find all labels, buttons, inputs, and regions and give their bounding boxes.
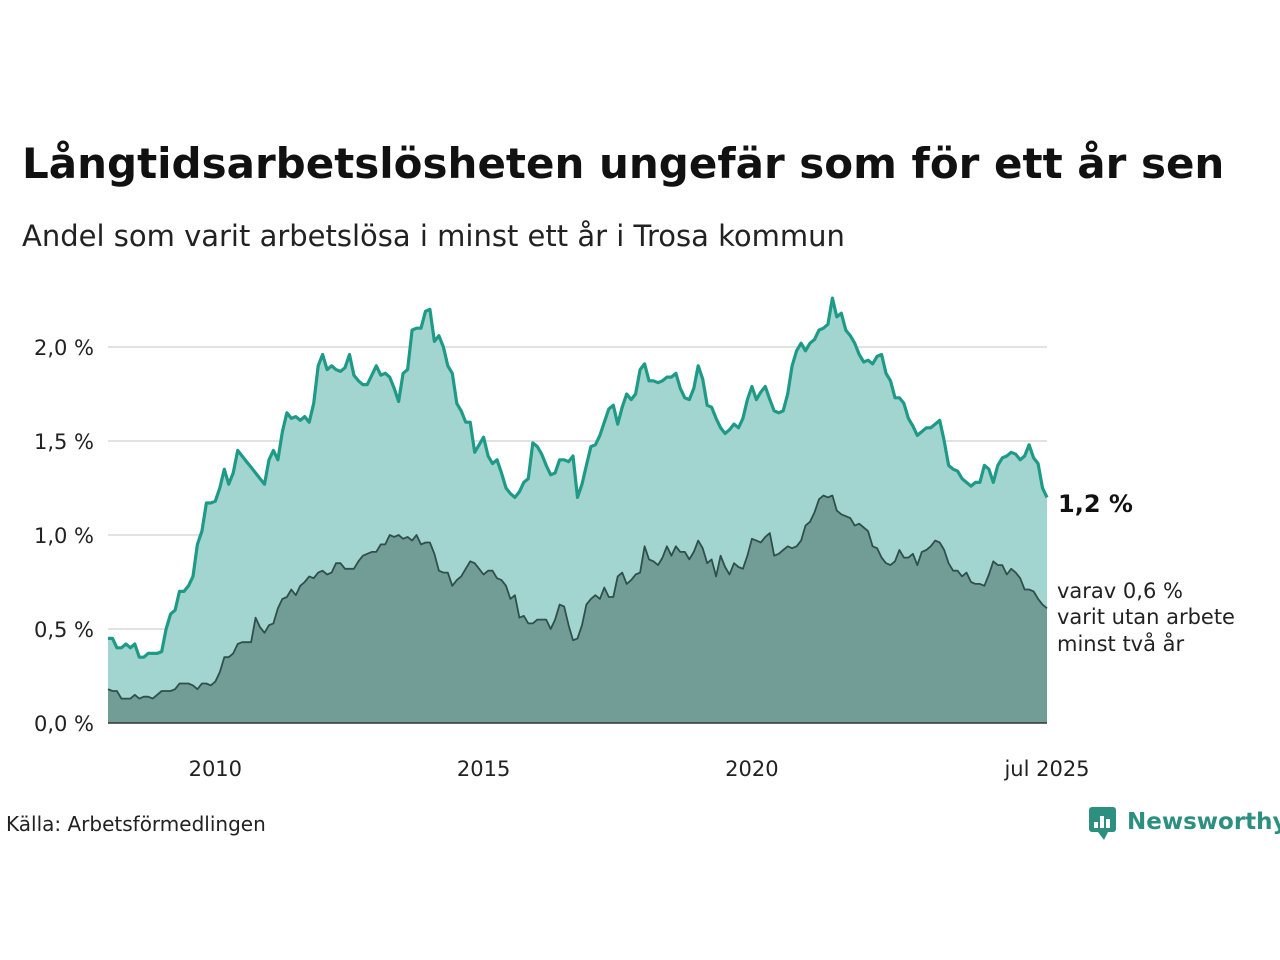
x-tick-label: 2010: [189, 757, 242, 781]
end-label-sub-line-3: minst två år: [1057, 631, 1185, 656]
x-tick-label: 2020: [725, 757, 778, 781]
chart-subtitle: Andel som varit arbetslösa i minst ett å…: [22, 219, 845, 253]
newsworthy-logo[interactable]: Newsworthy: [1089, 807, 1280, 840]
y-axis: 0,0 % 0,5 % 1,0 % 1,5 % 2,0 %: [34, 336, 94, 736]
plot-area: [107, 296, 1049, 724]
chart-title: Långtidsarbetslösheten ungefär som för e…: [22, 139, 1224, 188]
line-total: [108, 296, 1049, 659]
area-sub: [108, 495, 1047, 723]
y-tick-label: 2,0 %: [34, 336, 94, 360]
end-label-sub-line-2: varit utan arbete: [1057, 605, 1235, 629]
x-tick-label: 2015: [457, 757, 510, 781]
y-tick-label: 0,0 %: [34, 712, 94, 736]
x-tick-label: jul 2025: [1003, 757, 1089, 781]
end-label-sub-line-1: varav 0,6 %: [1057, 579, 1183, 603]
end-label-total: 1,2 %: [1058, 490, 1133, 518]
y-tick-label: 0,5 %: [34, 618, 94, 642]
newsworthy-icon: [1089, 807, 1116, 840]
y-tick-label: 1,0 %: [34, 524, 94, 548]
y-tick-label: 1,5 %: [34, 430, 94, 454]
brand-name: Newsworthy: [1127, 809, 1280, 835]
line-sub: [107, 494, 1048, 700]
source-note: Källa: Arbetsförmedlingen: [6, 812, 266, 836]
x-axis: 2010 2015 2020 jul 2025: [189, 757, 1090, 781]
